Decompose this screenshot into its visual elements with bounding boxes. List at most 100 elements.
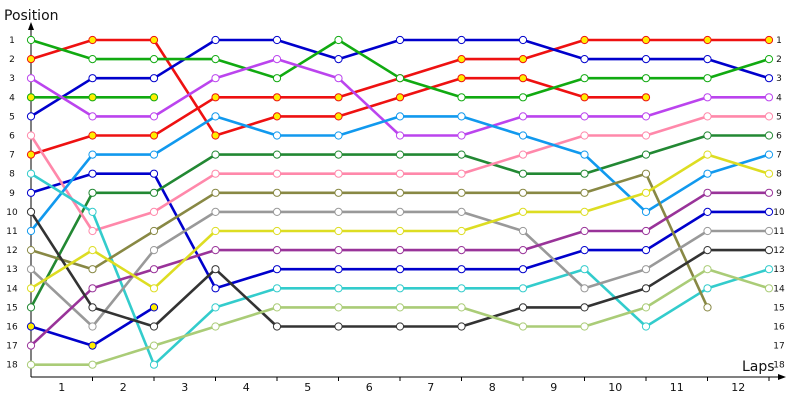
- series-point: [26, 207, 36, 216]
- series-point: [457, 207, 466, 216]
- series-point: [518, 188, 528, 197]
- series-point: [26, 131, 36, 140]
- series-point: [272, 322, 282, 331]
- series-point: [703, 246, 712, 255]
- y-tick-label-left: 2: [9, 55, 15, 65]
- series-point: [272, 188, 282, 197]
- series-point: [641, 226, 651, 236]
- series-point: [580, 55, 589, 64]
- series-point: [149, 360, 159, 369]
- series-point: [26, 169, 36, 178]
- series-point: [272, 112, 282, 121]
- series-point: [457, 246, 466, 255]
- series-point: [26, 226, 36, 236]
- series-point: [211, 74, 220, 83]
- series-point: [641, 169, 651, 178]
- series-point: [149, 246, 159, 255]
- series-point: [703, 226, 712, 236]
- series-point: [457, 284, 466, 293]
- series-point: [149, 74, 159, 83]
- series-point: [518, 74, 528, 83]
- series-line-18: [31, 267, 770, 367]
- series-point: [211, 226, 220, 236]
- series-point: [272, 35, 282, 45]
- y-tick-label-right: 18: [773, 361, 785, 371]
- series-point: [26, 341, 36, 350]
- x-tick-label: 8: [489, 381, 496, 394]
- series-point: [395, 112, 405, 121]
- series-point: [211, 188, 220, 197]
- series-point: [272, 284, 282, 293]
- series-point: [580, 322, 589, 331]
- series-point: [26, 322, 36, 331]
- series-point: [26, 284, 36, 293]
- series-point: [26, 35, 36, 45]
- series-point: [580, 169, 589, 178]
- series-point: [272, 207, 282, 216]
- series-point: [88, 265, 97, 274]
- series-point: [88, 55, 97, 64]
- series-point: [641, 93, 651, 102]
- series-point: [26, 74, 36, 83]
- y-tick-label-right: 17: [773, 342, 784, 352]
- series-point: [580, 207, 589, 216]
- series-point: [703, 74, 712, 83]
- y-tick-label-left: 3: [9, 74, 15, 84]
- series-point: [703, 303, 712, 312]
- series-point: [580, 150, 589, 159]
- series-point: [272, 55, 282, 64]
- series-point: [211, 265, 220, 274]
- y-tick-label-right: 6: [776, 132, 782, 142]
- series-point: [211, 303, 220, 312]
- series-point: [88, 150, 97, 159]
- series-point: [211, 93, 220, 102]
- series-point: [88, 303, 97, 312]
- y-tick-label-right: 8: [776, 170, 782, 180]
- series-point: [457, 265, 466, 274]
- series-point: [518, 35, 528, 45]
- x-tick-label: 5: [304, 381, 311, 394]
- series-point: [334, 226, 343, 236]
- y-tick-label-left: 16: [6, 323, 18, 333]
- series-point: [580, 35, 589, 45]
- series-point: [211, 207, 220, 216]
- series-point: [211, 112, 220, 121]
- series-point: [457, 112, 466, 121]
- series-point: [149, 341, 159, 350]
- y-tick-label-left: 11: [6, 227, 17, 237]
- series-point: [641, 284, 651, 293]
- series-point: [580, 131, 589, 140]
- y-axis-arrow: [28, 22, 34, 30]
- series-point: [518, 207, 528, 216]
- series-point: [580, 284, 589, 293]
- series-point: [703, 131, 712, 140]
- series-point: [641, 35, 651, 45]
- series-point: [88, 207, 97, 216]
- series-point: [703, 265, 712, 274]
- series-point: [764, 150, 774, 159]
- x-tick-label: 6: [366, 381, 373, 394]
- x-tick-label: 10: [608, 381, 622, 394]
- y-tick-label-right: 12: [773, 246, 784, 256]
- series-point: [395, 169, 405, 178]
- series-point: [149, 35, 159, 45]
- series-point: [518, 55, 528, 64]
- series-point: [88, 93, 97, 102]
- series-point: [334, 188, 343, 197]
- series-point: [395, 131, 405, 140]
- y-tick-label-right: 14: [773, 284, 785, 294]
- y-tick-label-right: 11: [773, 227, 784, 237]
- series-point: [395, 74, 405, 83]
- y-tick-label-left: 1: [9, 36, 15, 46]
- series-point: [88, 360, 97, 369]
- series-point: [518, 131, 528, 140]
- series-point: [149, 150, 159, 159]
- series-point: [395, 226, 405, 236]
- series-point: [334, 74, 343, 83]
- y-tick-label-right: 4: [776, 93, 782, 103]
- series-point: [334, 322, 343, 331]
- series-line-6: [30, 38, 770, 99]
- series-point: [88, 341, 97, 350]
